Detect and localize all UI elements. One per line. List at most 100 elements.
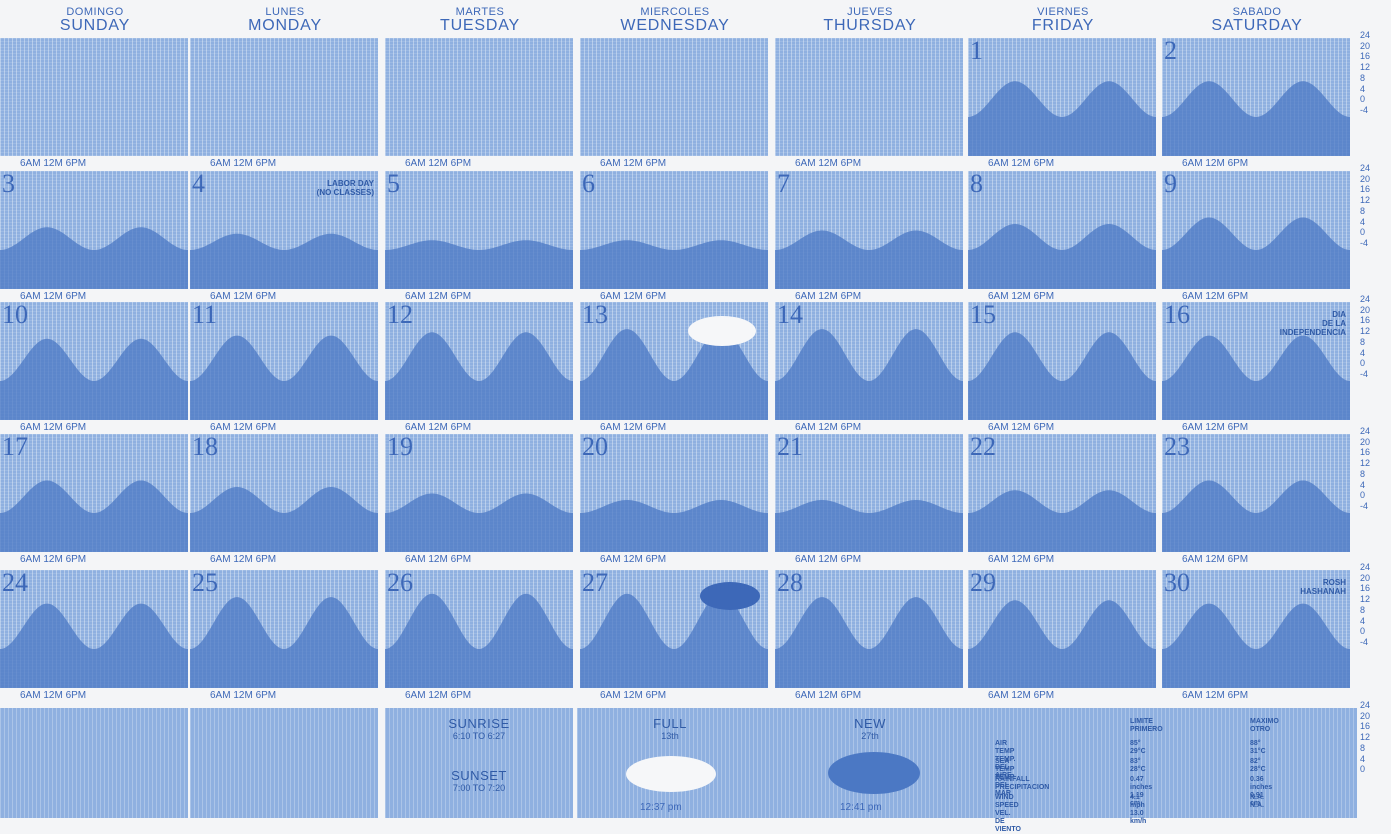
day-cell <box>0 38 188 156</box>
tide-curve <box>580 329 768 420</box>
day-name-english: FRIDAY <box>1031 17 1095 34</box>
time-labels: 6AM 12M 6PM <box>600 291 667 302</box>
time-labels: 6AM 12M 6PM <box>20 554 87 565</box>
day-header-sunday: DOMINGO SUNDAY <box>0 6 190 34</box>
y-axis-ticks: 24 20 16 12 8 4 0 -4 <box>1360 163 1371 248</box>
y-axis-ticks: 24 20 16 12 8 4 0 <box>1360 700 1371 775</box>
sunrise-sunset-box <box>385 708 573 818</box>
day-number: 22 <box>970 434 996 461</box>
day-cell: 16 DIA DE LA INDEPENDENCIA <box>1162 302 1350 420</box>
tide-curve <box>580 240 768 289</box>
full-moon-value: 13th <box>661 731 679 741</box>
time-labels: 6AM 12M 6PM <box>210 158 277 169</box>
time-labels: 6AM 12M 6PM <box>600 158 667 169</box>
day-header-friday: VIERNES FRIDAY <box>968 6 1158 34</box>
time-labels: 6AM 12M 6PM <box>1182 158 1249 169</box>
day-cell: 2 <box>1162 38 1350 156</box>
day-cell: 12 <box>385 302 573 420</box>
day-cell: 5 <box>385 171 573 289</box>
day-number: 5 <box>387 171 400 198</box>
weather-row-label: SEA TEMP TEMP. DEL MAR <box>995 758 1016 797</box>
weather-row-label: RAINFALL PRECIPITACION <box>995 776 1050 791</box>
day-number: 16 <box>1164 302 1190 329</box>
day-number: 4 <box>192 171 205 198</box>
tide-curve <box>968 332 1156 420</box>
tide-curve <box>0 227 188 289</box>
tide-area <box>385 493 573 552</box>
tide-curve <box>968 81 1156 156</box>
day-number: 6 <box>582 171 595 198</box>
time-labels: 6AM 12M 6PM <box>405 554 472 565</box>
tide-area <box>580 240 768 289</box>
day-number: 11 <box>192 302 218 329</box>
time-labels: 6AM 12M 6PM <box>405 291 472 302</box>
time-labels: 6AM 12M 6PM <box>795 422 862 433</box>
tide-curve <box>385 240 573 289</box>
tide-curve <box>0 603 188 688</box>
day-cell: 26 <box>385 570 573 688</box>
time-labels: 6AM 12M 6PM <box>210 690 277 701</box>
time-labels: 6AM 12M 6PM <box>20 422 87 433</box>
weather-value: 4.1 mph 13.0 km/h <box>1130 794 1147 825</box>
tide-area <box>968 600 1156 688</box>
tide-area <box>775 500 963 552</box>
full-moon: FULL 13th <box>620 716 720 741</box>
day-cell: 14 <box>775 302 963 420</box>
day-number: 14 <box>777 302 803 329</box>
tide-area <box>385 332 573 420</box>
sunset: SUNSET 7:00 TO 7:20 <box>385 768 573 793</box>
day-cell <box>580 38 768 156</box>
tide-curve <box>385 332 573 420</box>
day-number: 9 <box>1164 171 1177 198</box>
full-moon-icon <box>688 316 756 346</box>
new-moon-icon <box>700 582 760 610</box>
weather-column-header: LIMITE PRIMERO <box>1130 718 1163 733</box>
tide-area <box>580 500 768 552</box>
day-number: 15 <box>970 302 996 329</box>
day-cell: 29 <box>968 570 1156 688</box>
day-number: 13 <box>582 302 608 329</box>
day-header-monday: LUNES MONDAY <box>190 6 380 34</box>
day-name-english: THURSDAY <box>823 17 917 34</box>
time-labels: 6AM 12M 6PM <box>1182 690 1249 701</box>
tide-curve <box>580 593 768 688</box>
day-name-spanish: SABADO <box>1232 6 1282 18</box>
time-labels: 6AM 12M 6PM <box>600 690 667 701</box>
day-cell: 11 <box>190 302 378 420</box>
y-axis-ticks: 24 20 16 12 8 4 0 -4 <box>1360 426 1371 511</box>
sunrise-label: SUNRISE <box>448 716 510 731</box>
day-number: 29 <box>970 570 996 597</box>
day-cell <box>190 38 378 156</box>
day-cell: 30 ROSH HASHANAH <box>1162 570 1350 688</box>
day-number: 2 <box>1164 38 1177 65</box>
tide-area <box>968 332 1156 420</box>
full-moon-label: FULL <box>653 716 687 731</box>
day-number: 28 <box>777 570 803 597</box>
tide-area <box>775 230 963 289</box>
day-number: 26 <box>387 570 413 597</box>
day-cell: 17 <box>0 434 188 552</box>
day-number: 8 <box>970 171 983 198</box>
day-name-english: TUESDAY <box>440 17 520 34</box>
time-labels: 6AM 12M 6PM <box>988 158 1055 169</box>
day-cell: 22 <box>968 434 1156 552</box>
day-cell: 23 <box>1162 434 1350 552</box>
tide-curve <box>190 597 378 688</box>
day-name-spanish: LUNES <box>265 6 305 18</box>
day-cell <box>385 38 573 156</box>
day-number: 3 <box>2 171 15 198</box>
time-labels: 6AM 12M 6PM <box>1182 554 1249 565</box>
day-number: 21 <box>777 434 803 461</box>
tide-curve <box>968 224 1156 289</box>
tide-area <box>1162 217 1350 289</box>
day-number: 19 <box>387 434 413 461</box>
tide-curve <box>0 338 188 420</box>
day-number: 17 <box>2 434 28 461</box>
time-labels: 6AM 12M 6PM <box>988 554 1055 565</box>
time-labels: 6AM 12M 6PM <box>795 291 862 302</box>
day-cell: 9 <box>1162 171 1350 289</box>
time-labels: 6AM 12M 6PM <box>210 554 277 565</box>
tide-curve <box>190 233 378 289</box>
new-moon: NEW 27th <box>820 716 920 741</box>
tide-curve <box>1162 335 1350 420</box>
